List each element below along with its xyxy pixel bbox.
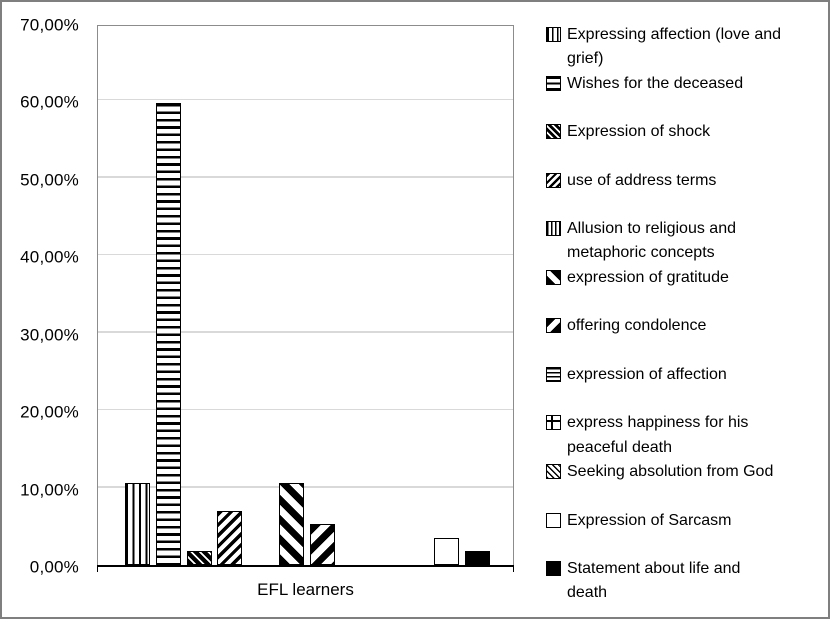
y-tick-label: 50,00%: [20, 170, 79, 190]
legend-item: Allusion to religious and metaphoric con…: [546, 217, 736, 265]
legend-label: Seeking absolution from God: [567, 462, 774, 480]
y-tick-label: 60,00%: [20, 92, 79, 112]
legend-diag-down-wide-icon: [546, 269, 561, 285]
bar-2: [155, 103, 181, 565]
legend-label: Allusion to religious and metaphoric con…: [567, 220, 736, 262]
legend-item: Expression of shock: [546, 120, 710, 144]
legend-label: expression of gratitude: [567, 268, 729, 286]
legend-diag-up-wide-icon: [546, 318, 561, 334]
legend-item: Expression of Sarcasm: [546, 509, 732, 533]
legend-label: Wishes for the deceased: [567, 74, 744, 92]
legend-label: express happiness for his peaceful death: [567, 414, 749, 456]
legend-black-icon: [546, 561, 561, 577]
legend-item: use of address terms: [546, 169, 716, 193]
legend-item: expression of gratitude: [546, 266, 729, 290]
gridline: [98, 331, 513, 333]
legend-label: expression of affection: [567, 365, 727, 383]
y-tick-label: 70,00%: [20, 15, 79, 35]
y-tick-label: 20,00%: [20, 402, 79, 422]
bar-3: [186, 551, 212, 565]
legend-item: offering condolence: [546, 314, 706, 338]
gridline: [98, 486, 513, 488]
bar-6: [279, 483, 305, 565]
gridline: [98, 408, 513, 411]
plot-area: [96, 25, 515, 572]
legend-grid-icon: [546, 415, 561, 431]
legend-diag-up-icon: [546, 172, 561, 188]
x-axis-tick-left: [96, 565, 99, 572]
gridline: [98, 176, 513, 178]
legend-label: Expressing affection (love and grief): [567, 26, 782, 68]
legend-horizontal-dense-icon: [546, 366, 561, 382]
legend-vertical-stripes-icon: [546, 27, 561, 42]
bar-11: [433, 537, 459, 565]
y-tick-label: 30,00%: [20, 325, 79, 345]
legend-label: Statement about life and death: [567, 560, 741, 602]
y-tick-label: 40,00%: [20, 247, 79, 267]
gridline: [98, 253, 513, 256]
y-tick-label: 0,00%: [29, 557, 79, 577]
legend-item: Wishes for the deceased: [546, 72, 743, 96]
legend-item: Seeking absolution from God: [546, 460, 773, 484]
legend-item: Statement about life and death: [546, 557, 740, 605]
legend-vertical-dense-icon: [546, 221, 561, 237]
bar-4: [217, 510, 243, 565]
bar-1: [124, 483, 150, 565]
legend-label: Expression of Sarcasm: [567, 511, 732, 529]
legend-label: use of address terms: [567, 171, 717, 189]
legend-diag-down-light-icon: [546, 463, 561, 479]
gridline: [98, 98, 513, 101]
x-axis-tick-right: [512, 565, 515, 572]
legend-item: express happiness for his peaceful death: [546, 411, 748, 459]
legend-item: Expressing affection (love and grief): [546, 23, 781, 71]
bar-7: [310, 524, 336, 565]
legend-white-icon: [546, 512, 561, 528]
bar-12: [464, 551, 490, 565]
legend-horizontal-stripes-icon: [546, 75, 561, 91]
legend-label: Expression of shock: [567, 123, 711, 141]
x-axis-label: EFL learners: [257, 580, 354, 599]
y-tick-label: 10,00%: [20, 480, 79, 500]
legend-diag-down-dense-icon: [546, 124, 561, 140]
legend-item: expression of affection: [546, 363, 727, 387]
legend-label: offering condolence: [567, 317, 707, 335]
